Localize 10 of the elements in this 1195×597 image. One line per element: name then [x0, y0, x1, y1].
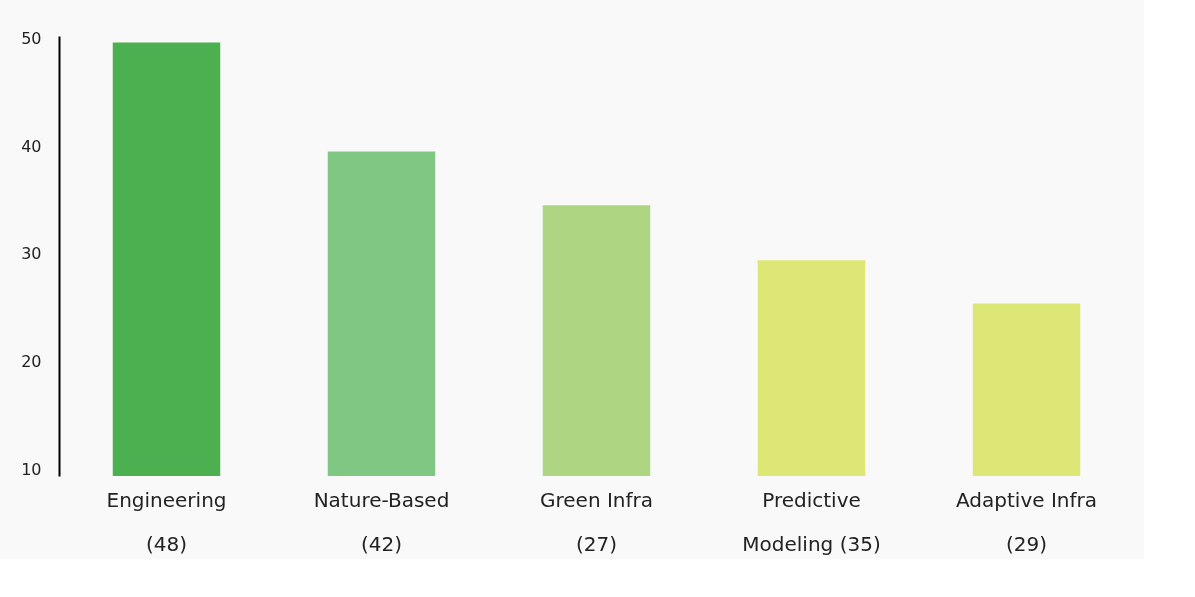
- x-tick-label: Engineering (48): [106, 487, 227, 556]
- y-tick-label: 40: [21, 136, 42, 156]
- y-tick-label: 30: [21, 244, 42, 264]
- y-tick-label: 50: [21, 28, 42, 48]
- x-tick-label: Green Infra (27): [539, 487, 654, 556]
- x-tick-label: Adaptive Infra (29): [956, 487, 1097, 556]
- x-tick-label: Predictive Modeling (35): [742, 487, 881, 556]
- y-tick-label: 10: [21, 460, 42, 480]
- y-tick-label: 20: [21, 352, 42, 372]
- x-tick-label: Nature-Based (42): [313, 487, 450, 556]
